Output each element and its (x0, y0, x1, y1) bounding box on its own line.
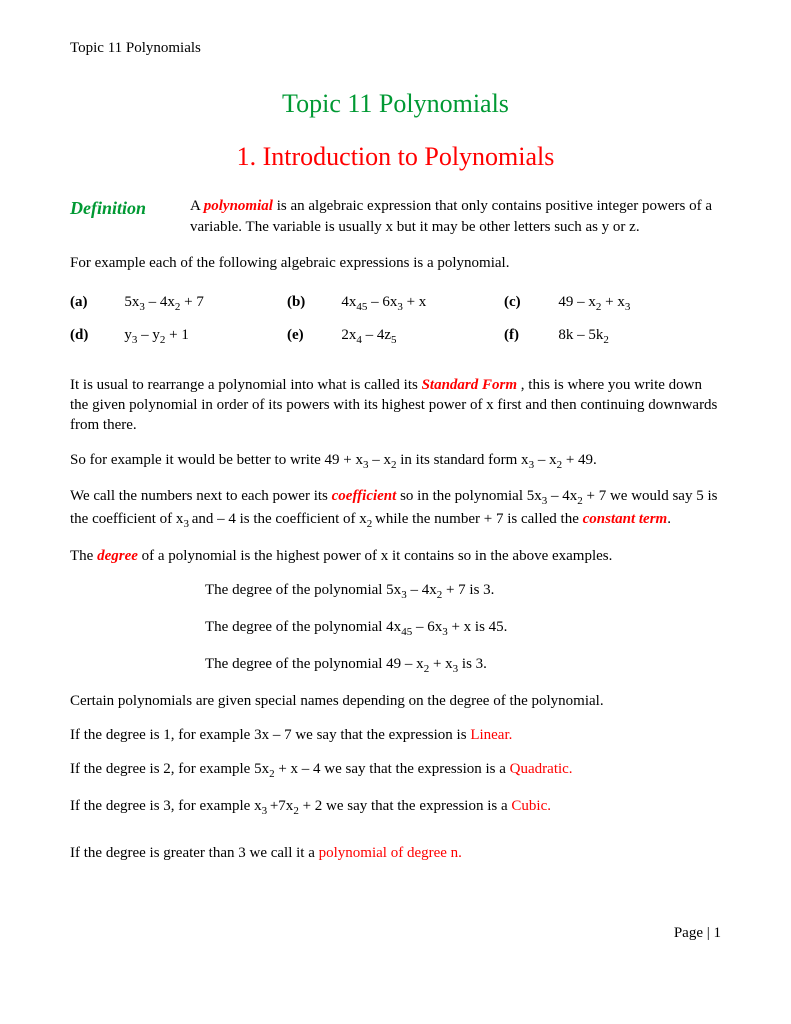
page-header: Topic 11 Polynomials (70, 38, 721, 58)
degree-example-line: The degree of the polynomial 49 – x2 + x… (205, 654, 721, 677)
text: so in the polynomial 5x (396, 488, 541, 504)
text: + 49. (562, 452, 597, 468)
text: while the number + 7 is called the (375, 511, 583, 527)
example-expr: 8k – 5k2 (558, 320, 721, 353)
table-row: (a) 5x3 – 4x2 + 7 (b) 4x45 – 6x3 + x (c)… (70, 287, 721, 320)
keyword-linear: Linear. (470, 727, 512, 743)
subscript: 2 (367, 518, 375, 530)
text: It is usual to rearrange a polynomial in… (70, 377, 422, 393)
topic-title: Topic 11 Polynomials (70, 86, 721, 121)
text: The (70, 548, 97, 564)
degree-example-line: The degree of the polynomial 4x45 – 6x3 … (205, 617, 721, 640)
keyword-constant-term: constant term (583, 511, 668, 527)
text: If the degree is 1, for example 3x – 7 w… (70, 727, 470, 743)
text: and – 4 is the coefficient of x (192, 511, 367, 527)
example-expr: y3 – y2 + 1 (124, 320, 287, 353)
text: . (667, 511, 671, 527)
coefficient-para: We call the numbers next to each power i… (70, 486, 721, 532)
example-label: (f) (504, 320, 558, 353)
text: + 2 we say that the expression is a (299, 798, 512, 814)
example-label: (a) (70, 287, 124, 320)
examples-table: (a) 5x3 – 4x2 + 7 (b) 4x45 – 6x3 + x (c)… (70, 287, 721, 353)
cubic-para: If the degree is 3, for example x3 +7x2 … (70, 796, 721, 819)
text: We call the numbers next to each power i… (70, 488, 332, 504)
example-expr: 4x45 – 6x3 + x (341, 287, 504, 320)
definition-text: A polynomial is an algebraic expression … (190, 196, 721, 237)
degree-examples: The degree of the polynomial 5x3 – 4x2 +… (205, 580, 721, 677)
page-footer: Page | 1 (70, 923, 721, 943)
example-label: (c) (504, 287, 558, 320)
text: of a polynomial is the highest power of … (138, 548, 613, 564)
text: – x (534, 452, 557, 468)
standard-form-example: So for example it would be better to wri… (70, 450, 721, 473)
example-label: (d) (70, 320, 124, 353)
text: – 4x (547, 488, 577, 504)
text: A (190, 198, 204, 214)
special-names-intro: Certain polynomials are given special na… (70, 691, 721, 711)
example-expr: 49 – x2 + x3 (558, 287, 721, 320)
text: in its standard form x (396, 452, 528, 468)
subscript: 3 (262, 805, 270, 817)
definition-label: Definition (70, 196, 190, 237)
example-label: (b) (287, 287, 341, 320)
subscript: 3 (183, 518, 191, 530)
text: So for example it would be better to wri… (70, 452, 363, 468)
definition-block: Definition A polynomial is an algebraic … (70, 196, 721, 237)
linear-para: If the degree is 1, for example 3x – 7 w… (70, 725, 721, 745)
text: If the degree is 2, for example 5x (70, 761, 269, 777)
keyword-quadratic: Quadratic. (510, 761, 573, 777)
degree-para: The degree of a polynomial is the highes… (70, 546, 721, 566)
section-title: 1. Introduction to Polynomials (70, 139, 721, 174)
keyword-standard-form: Standard Form (422, 377, 517, 393)
keyword-cubic: Cubic. (511, 798, 551, 814)
text: If the degree is 3, for example x (70, 798, 262, 814)
example-label: (e) (287, 320, 341, 353)
standard-form-para: It is usual to rearrange a polynomial in… (70, 375, 721, 436)
keyword-degree: degree (97, 548, 138, 564)
keyword-polynomial: polynomial (204, 198, 273, 214)
text: – x (368, 452, 391, 468)
degree-n-para: If the degree is greater than 3 we call … (70, 843, 721, 863)
text: If the degree is greater than 3 we call … (70, 845, 319, 861)
examples-intro: For example each of the following algebr… (70, 253, 721, 273)
keyword-coefficient: coefficient (332, 488, 397, 504)
degree-example-line: The degree of the polynomial 5x3 – 4x2 +… (205, 580, 721, 603)
example-expr: 2x4 – 4z5 (341, 320, 504, 353)
keyword-degree-n: polynomial of degree n. (319, 845, 462, 861)
quadratic-para: If the degree is 2, for example 5x2 + x … (70, 759, 721, 782)
example-expr: 5x3 – 4x2 + 7 (124, 287, 287, 320)
table-row: (d) y3 – y2 + 1 (e) 2x4 – 4z5 (f) 8k – 5… (70, 320, 721, 353)
text: + x – 4 we say that the expression is a (275, 761, 510, 777)
text: +7x (270, 798, 293, 814)
